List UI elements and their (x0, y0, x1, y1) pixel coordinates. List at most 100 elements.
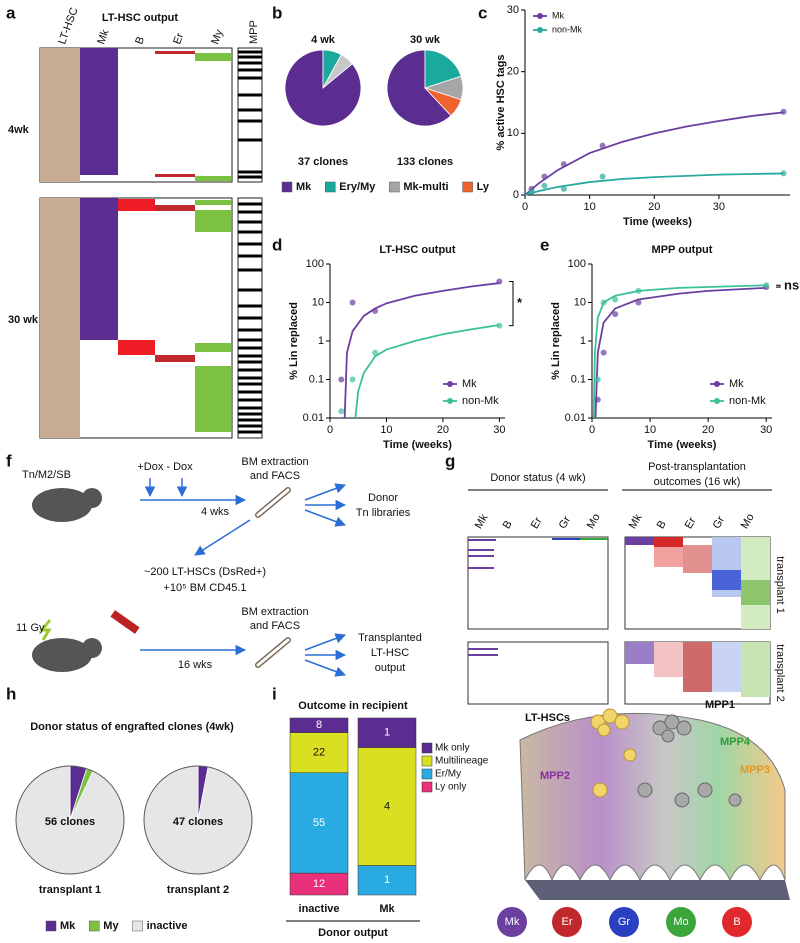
mouse-head (82, 638, 102, 658)
lineage-label: Mo (673, 916, 688, 928)
pie-slice (322, 54, 353, 89)
point (338, 376, 345, 383)
pie-caption: 37 clones (298, 156, 348, 168)
legend-marker (537, 13, 543, 19)
cell (155, 205, 195, 211)
panel-label: i (272, 684, 277, 703)
heatmap-box (467, 641, 609, 705)
pie-caption: 133 clones (397, 156, 453, 168)
y-tick-label: 1 (318, 335, 324, 347)
cell (712, 570, 741, 590)
panel-label: c (478, 3, 487, 22)
lineage-circle (609, 907, 639, 937)
x-axis-label: Time (weeks) (623, 216, 692, 228)
point (594, 396, 601, 403)
label: LT-HSCs (525, 712, 570, 724)
column-label: Gr (711, 514, 728, 531)
legend-marker (447, 398, 453, 404)
heatmap-box (467, 536, 609, 630)
legend-marker (714, 381, 720, 387)
legend-swatch (421, 768, 433, 780)
fit-curve (594, 286, 767, 419)
cell (40, 198, 80, 438)
y-tick-label: 0 (513, 189, 519, 201)
x-tick-label: 10 (644, 424, 656, 436)
legend-swatch (421, 755, 433, 767)
x-axis-label: Time (weeks) (383, 439, 452, 451)
panel-title: LT-HSC output (102, 12, 178, 24)
point (528, 188, 535, 195)
label: LT-HSC (371, 647, 409, 659)
annotation: * (517, 295, 523, 310)
lineage-circle (497, 907, 527, 937)
point (541, 173, 548, 180)
cell (195, 366, 231, 432)
data-label: 1 (384, 727, 390, 739)
fit-curve (524, 111, 784, 196)
x-tick-label: 0 (522, 201, 528, 213)
fit-curve (354, 324, 500, 419)
row-label: transplant 2 (774, 644, 786, 701)
legend-label: Ly (477, 181, 490, 193)
cell (683, 642, 712, 692)
radiation-icon (38, 619, 52, 641)
y-tick-label: 0.01 (303, 412, 324, 424)
label: output (375, 662, 406, 674)
x-tick-label: 10 (380, 424, 392, 436)
bone (256, 638, 290, 667)
y-tick-label: 1 (580, 335, 586, 347)
header: Post-transplantation (648, 461, 746, 473)
y-tick-label: 20 (507, 66, 519, 78)
bracket (509, 281, 514, 327)
label: +10⁵ BM CD45.1 (163, 582, 246, 594)
data-label: 55 (313, 817, 325, 829)
panel-label: h (6, 684, 16, 703)
lineage-label: Mk (505, 916, 520, 928)
lineage-circle (552, 907, 582, 937)
x-tick-label: 20 (648, 201, 660, 213)
legend-swatch (421, 742, 433, 754)
cell (712, 642, 741, 692)
cell (195, 343, 231, 352)
panel-j: LT-HSCs MPP1 MPP4 MPP2 MPP3 Mk Er Gr Mo … (497, 699, 790, 937)
mpp-stripes (238, 50, 262, 179)
column-label: My (209, 28, 225, 46)
label: and FACS (250, 470, 300, 482)
pie-caption: 56 clones (45, 816, 95, 828)
legend-label: Mk (60, 920, 76, 932)
bar-segment (357, 747, 417, 866)
data-label: 4 (384, 800, 390, 812)
legend-label: Er/My (435, 769, 461, 780)
cell (195, 210, 231, 232)
fit-curve (524, 172, 784, 196)
y-tick-label: 0.1 (309, 373, 324, 385)
label: +Dox - Dox (137, 461, 193, 473)
cell (625, 642, 654, 664)
mouse (32, 488, 92, 522)
cell (40, 48, 80, 182)
bar-segment (289, 732, 349, 773)
label: Tn libraries (356, 507, 411, 519)
annotation: ns (784, 278, 799, 293)
label: 4 wks (201, 506, 230, 518)
column-label: B (501, 519, 515, 531)
bar-segment (357, 717, 417, 748)
y-tick-label: 10 (312, 296, 324, 308)
point (560, 161, 567, 168)
x-tick-label: Mk (379, 903, 395, 915)
legend-label: Mk (552, 10, 564, 20)
fit-curve (343, 282, 500, 419)
lineage-label: Gr (618, 916, 631, 928)
chart-title: MPP output (652, 244, 713, 256)
column-label: Gr (557, 514, 574, 531)
point (594, 376, 601, 383)
panel-label: d (272, 235, 282, 254)
point (349, 299, 356, 306)
cell (195, 200, 231, 205)
legend-label: non-Mk (462, 395, 499, 407)
chart-title: LT-HSC output (379, 244, 455, 256)
legend-label: non-Mk (729, 395, 766, 407)
point (635, 299, 642, 306)
mouse-head (82, 488, 102, 508)
chart-title: Outcome in recipient (298, 700, 408, 712)
